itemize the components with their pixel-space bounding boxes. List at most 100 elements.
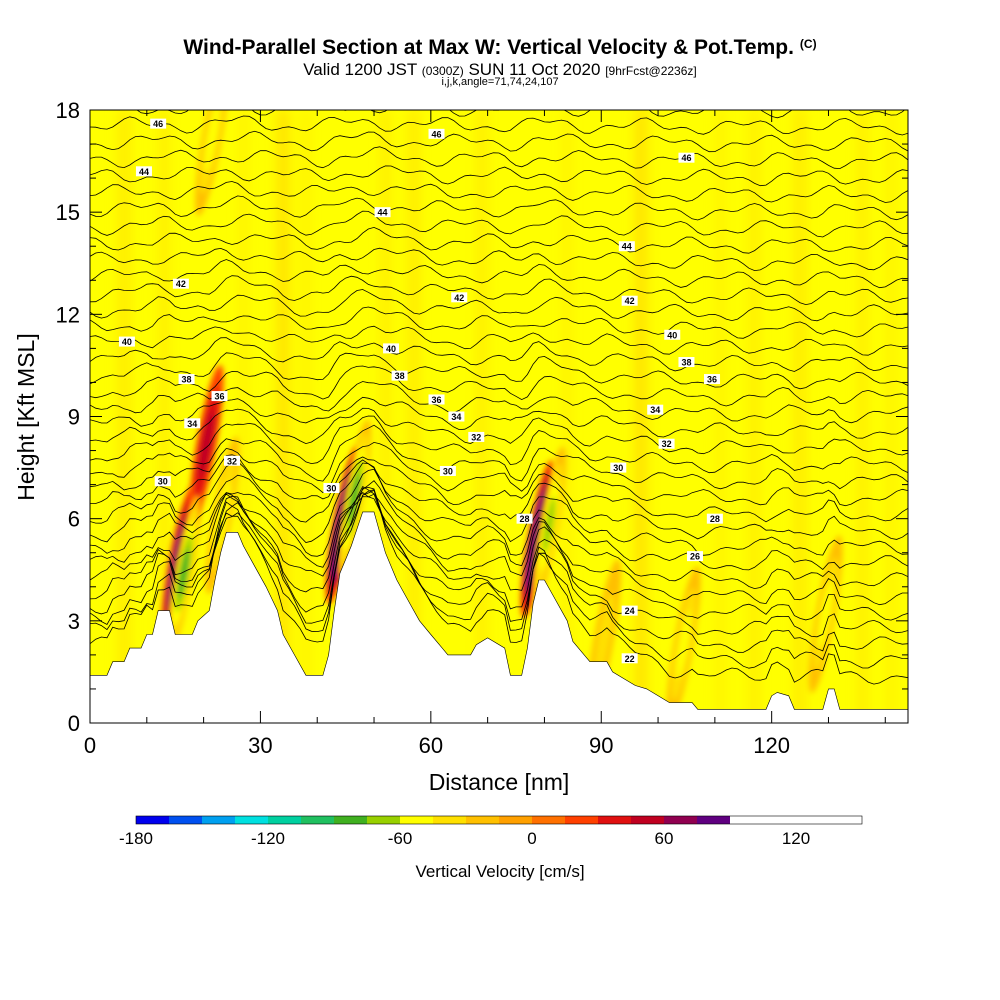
- theta-label: 46: [432, 129, 442, 139]
- theta-label: 32: [227, 456, 237, 466]
- colorbar-tick-label: 60: [655, 829, 674, 848]
- colorbar-segment: [499, 816, 532, 824]
- background-band: [718, 110, 724, 723]
- theta-contours: [90, 82, 908, 685]
- theta-label-box: [135, 166, 152, 177]
- chart-subtitle: Valid 1200 JST (0300Z) SUN 11 Oct 2020 […: [0, 60, 1000, 80]
- downdraft-cell-level: [818, 579, 834, 649]
- theta-label: 34: [451, 412, 461, 422]
- theta-contour: [90, 489, 908, 669]
- theta-label: 30: [326, 484, 336, 494]
- colorbar-segment: [565, 816, 598, 824]
- theta-contour: [90, 115, 908, 136]
- theta-contour: [90, 381, 908, 424]
- theta-label-box: [439, 465, 456, 476]
- chart-title: Wind-Parallel Section at Max W: Vertical…: [0, 36, 1000, 60]
- theta-label-box: [172, 278, 189, 289]
- background-bands: [119, 110, 894, 723]
- theta-label-box: [178, 374, 195, 385]
- theta-label-box: [374, 207, 391, 218]
- background-band: [564, 110, 570, 723]
- colorbar-segment: [664, 816, 697, 824]
- theta-label: 26: [690, 552, 700, 562]
- valid-date: SUN 11 Oct 2020: [468, 60, 601, 79]
- colorbar-segment: [466, 816, 499, 824]
- colorbar-segment: [136, 816, 169, 824]
- theta-label: 34: [187, 419, 197, 429]
- theta-label: 30: [158, 477, 168, 487]
- colorbar-title: Vertical Velocity [cm/s]: [415, 862, 585, 881]
- theta-label: 44: [378, 208, 388, 218]
- colorbar-tick-label: 0: [527, 829, 536, 848]
- theta-contour: [90, 130, 908, 153]
- colorbar-segment: [169, 816, 202, 824]
- x-tick-label: 30: [248, 733, 272, 758]
- background-band: [752, 110, 758, 723]
- chart-title-main: Wind-Parallel Section at Max W: Vertical…: [183, 36, 794, 59]
- theta-label: 46: [681, 153, 691, 163]
- theta-label-box: [686, 551, 703, 562]
- y-axis-label: Height [Kft MSL]: [13, 333, 39, 500]
- theta-contour: [90, 82, 908, 101]
- background-band: [240, 110, 246, 723]
- theta-contour: [90, 480, 908, 590]
- background-band: [303, 110, 309, 723]
- theta-label: 44: [139, 167, 149, 177]
- downdraft-cell: [531, 446, 567, 605]
- y-tick-label: 12: [56, 302, 80, 327]
- theta-contour: [90, 195, 908, 221]
- y-tick-label: 3: [68, 609, 80, 634]
- valid-prefix: Valid 1200 JST: [303, 60, 417, 79]
- theta-contour: [90, 459, 908, 540]
- x-tick-label: 120: [753, 733, 790, 758]
- copyright-mark: (C): [799, 37, 817, 51]
- theta-label-box: [224, 455, 241, 466]
- x-axis-label: Distance [nm]: [429, 769, 570, 795]
- theta-contour: [90, 489, 908, 685]
- valid-utc: (0300Z): [421, 64, 464, 78]
- theta-label-box: [323, 483, 340, 494]
- grid-indices: i,j,k,angle=71,74,24,107: [441, 76, 559, 88]
- colorbar-segment: [631, 816, 664, 824]
- theta-contour: [90, 454, 908, 523]
- background-band: [278, 110, 289, 723]
- theta-label-box: [118, 336, 135, 347]
- theta-label-box: [428, 128, 445, 139]
- colorbar-segment: [301, 816, 334, 824]
- colorbar-tick-label: -180: [119, 829, 153, 848]
- forecast-info: [9hrFcst@2236z]: [605, 64, 697, 78]
- theta-label-box: [211, 391, 228, 402]
- theta-label-box: [647, 404, 664, 415]
- theta-contour: [90, 325, 908, 356]
- theta-contour: [90, 337, 908, 372]
- theta-label: 24: [625, 606, 635, 616]
- theta-contour: [90, 415, 908, 474]
- terrain: [90, 511, 908, 723]
- theta-label: 42: [454, 293, 464, 303]
- theta-contour: [90, 352, 908, 390]
- colorbar-segment: [598, 816, 631, 824]
- theta-contour: [90, 247, 908, 272]
- theta-label-box: [468, 431, 485, 442]
- updraft-cell-level: [198, 409, 215, 478]
- theta-contour: [90, 468, 908, 571]
- theta-label-box: [154, 476, 171, 487]
- x-tick-label: 0: [84, 733, 96, 758]
- y-tick-label: 15: [56, 200, 80, 225]
- theta-contour: [90, 486, 908, 653]
- theta-label-box: [448, 411, 465, 422]
- theta-label-box: [664, 329, 681, 340]
- theta-label-box: [621, 295, 638, 306]
- x-axis: 0 30 60 90 120: [84, 110, 886, 758]
- theta-label: 46: [153, 119, 163, 129]
- theta-contour: [90, 491, 908, 621]
- theta-contour: [90, 275, 908, 306]
- colorbar-segment: [697, 816, 730, 824]
- theta-label: 38: [182, 375, 192, 385]
- y-tick-label: 9: [68, 405, 80, 430]
- background-band: [479, 110, 485, 723]
- background-band: [795, 110, 806, 723]
- theta-label-box: [516, 513, 533, 524]
- theta-label-box: [678, 357, 695, 368]
